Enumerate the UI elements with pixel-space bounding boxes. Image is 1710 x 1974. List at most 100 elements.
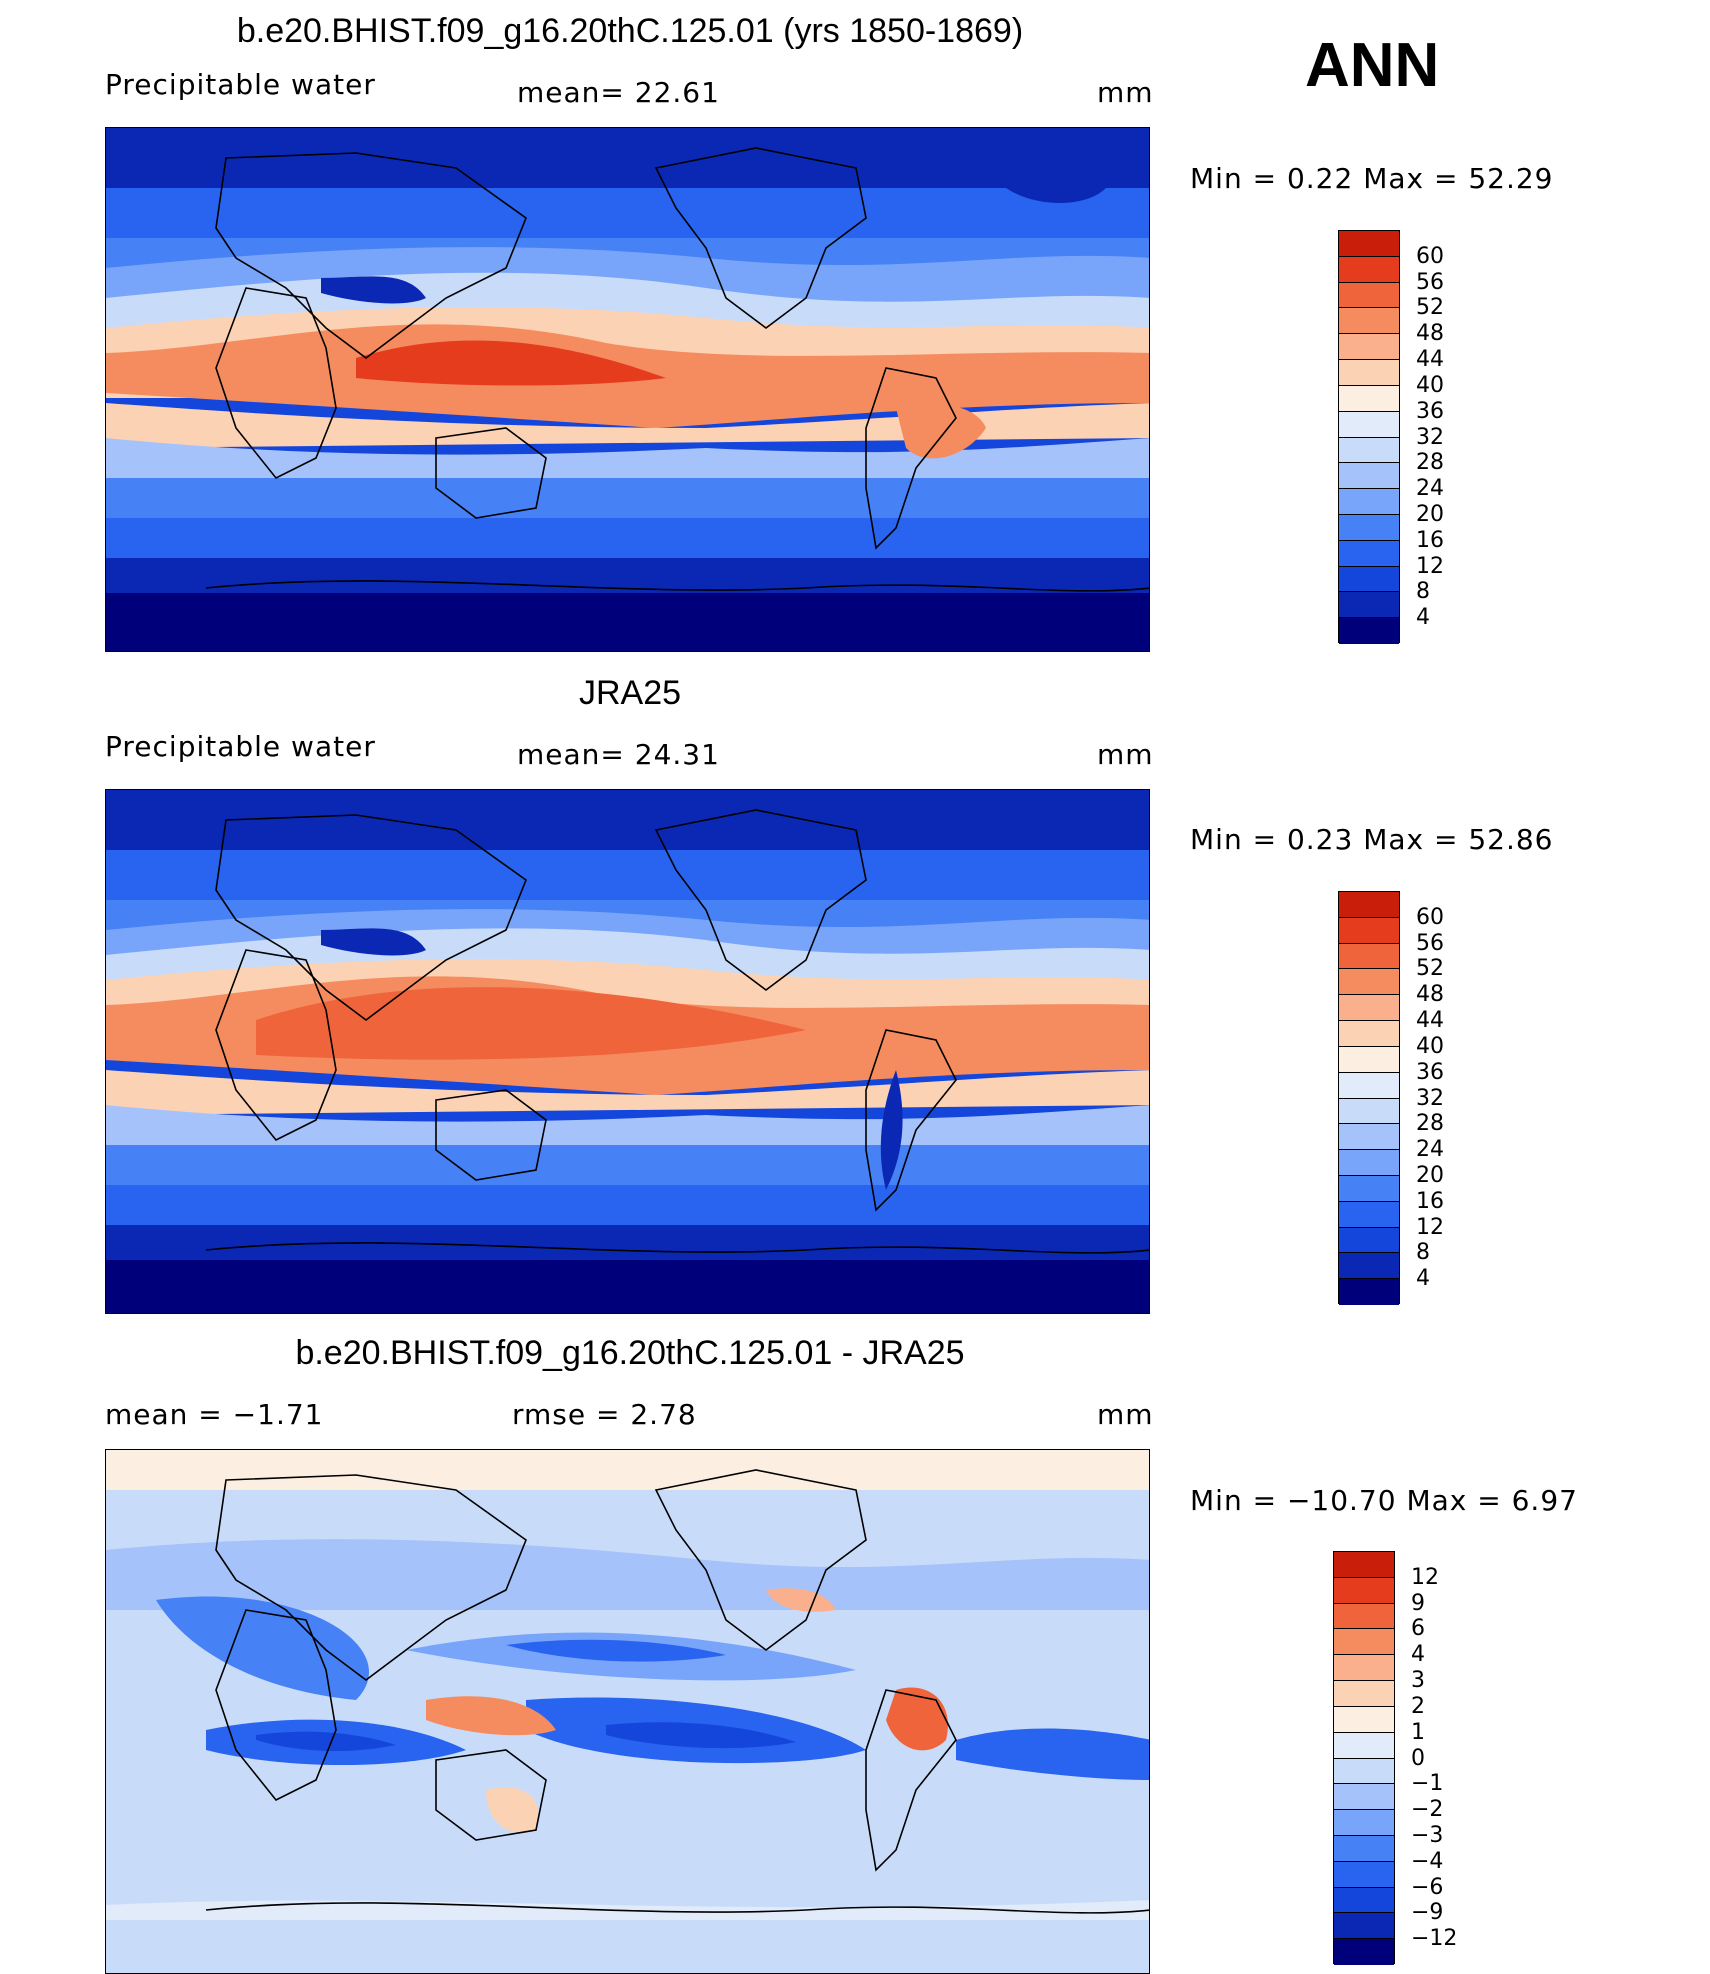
colorbar-swatch <box>1339 1150 1399 1176</box>
colorbar-tick-label: 60 <box>1416 904 1444 930</box>
panel2-field-label: Precipitable water <box>105 730 376 763</box>
colorbar-swatch <box>1334 1706 1394 1733</box>
colorbar-swatch <box>1339 1175 1399 1202</box>
colorbar-tick-label: −12 <box>1411 1926 1458 1952</box>
panel3-mean-label: mean = −1.71 <box>105 1398 324 1431</box>
panel1-map <box>105 127 1150 652</box>
colorbar-swatch <box>1339 514 1399 541</box>
colorbar-swatch <box>1334 1629 1394 1656</box>
colorbar-swatch <box>1334 1810 1394 1836</box>
colorbar-swatch <box>1334 1913 1394 1940</box>
colorbar-tick-label: 48 <box>1416 321 1444 347</box>
colorbar-swatch <box>1334 1681 1394 1707</box>
colorbar-swatch <box>1334 1552 1394 1578</box>
colorbar-swatch <box>1334 1835 1394 1862</box>
colorbar-tick-label: 40 <box>1416 1033 1444 1059</box>
colorbar-tick-label: −4 <box>1411 1848 1444 1874</box>
colorbar-tick-label: 20 <box>1416 501 1444 527</box>
panel3-units: mm <box>1097 1398 1154 1431</box>
colorbar-tick-label: 12 <box>1416 1214 1444 1240</box>
panel2-title: JRA25 <box>578 674 682 712</box>
colorbar-swatch <box>1339 943 1399 970</box>
colorbar-swatch <box>1339 411 1399 438</box>
colorbar-tick-label: 9 <box>1411 1590 1425 1616</box>
colorbar-swatch <box>1339 540 1399 567</box>
colorbar-swatch <box>1339 1021 1399 1047</box>
colorbar-tick-label: 52 <box>1416 956 1444 982</box>
colorbar-swatch <box>1339 1227 1399 1254</box>
colorbar-tick-label: −1 <box>1411 1771 1444 1797</box>
colorbar-swatch <box>1339 995 1399 1022</box>
colorbar-tick-label: 28 <box>1416 1111 1444 1137</box>
panel2-map <box>105 789 1150 1314</box>
colorbar-tick-label: 36 <box>1416 398 1444 424</box>
panel1-units: mm <box>1097 76 1154 109</box>
panel1-colorbar-box <box>1338 230 1400 644</box>
panel1-title: b.e20.BHIST.f09_g16.20thC.125.01 (yrs 18… <box>236 12 1024 50</box>
colorbar-tick-label: 56 <box>1416 269 1444 295</box>
colorbar-tick-label: −6 <box>1411 1874 1444 1900</box>
colorbar-swatch <box>1334 1603 1394 1630</box>
panel1-field-label: Precipitable water <box>105 68 376 101</box>
colorbar-swatch <box>1339 892 1399 918</box>
panel2-mean-label: mean= 24.31 <box>517 738 720 771</box>
colorbar-tick-label: 12 <box>1411 1564 1439 1590</box>
colorbar-tick-label: 1 <box>1411 1719 1425 1745</box>
colorbar-tick-label: 44 <box>1416 1008 1444 1034</box>
colorbar-swatch <box>1339 463 1399 490</box>
colorbar-tick-label: 4 <box>1411 1642 1425 1668</box>
colorbar-swatch <box>1334 1758 1394 1785</box>
colorbar-tick-label: 8 <box>1416 1240 1430 1266</box>
colorbar-swatch <box>1339 566 1399 593</box>
colorbar-swatch <box>1339 1098 1399 1125</box>
season-label: ANN <box>1305 31 1440 100</box>
colorbar-swatch <box>1339 308 1399 335</box>
colorbar-swatch <box>1334 1887 1394 1914</box>
colorbar-tick-label: 36 <box>1416 1059 1444 1085</box>
colorbar-tick-label: 16 <box>1416 527 1444 553</box>
colorbar-tick-label: 28 <box>1416 450 1444 476</box>
colorbar-tick-label: 0 <box>1411 1745 1425 1771</box>
panel1-mean-label: mean= 22.61 <box>517 76 720 109</box>
colorbar-tick-label: 3 <box>1411 1668 1425 1694</box>
colorbar-tick-label: 24 <box>1416 476 1444 502</box>
colorbar-tick-label: 16 <box>1416 1188 1444 1214</box>
colorbar-tick-label: 4 <box>1416 605 1430 631</box>
colorbar-swatch <box>1339 592 1399 619</box>
colorbar-swatch <box>1339 1124 1399 1151</box>
colorbar-tick-label: 24 <box>1416 1137 1444 1163</box>
colorbar-swatch <box>1339 334 1399 361</box>
colorbar-tick-label: 60 <box>1416 243 1444 269</box>
colorbar-tick-label: 6 <box>1411 1616 1425 1642</box>
colorbar-tick-label: 40 <box>1416 372 1444 398</box>
colorbar-tick-label: 44 <box>1416 347 1444 373</box>
panel2-colorbar-box <box>1338 891 1400 1305</box>
colorbar-swatch <box>1334 1861 1394 1888</box>
colorbar-tick-label: 2 <box>1411 1693 1425 1719</box>
colorbar-swatch <box>1339 231 1399 257</box>
panel3-title: b.e20.BHIST.f09_g16.20thC.125.01 - JRA25 <box>295 1334 965 1372</box>
panel3-minmax: Min = −10.70 Max = 6.97 <box>1190 1484 1578 1517</box>
colorbar-swatch <box>1339 256 1399 283</box>
panel2-minmax: Min = 0.23 Max = 52.86 <box>1190 823 1554 856</box>
colorbar-tick-label: 48 <box>1416 982 1444 1008</box>
colorbar-swatch <box>1339 1046 1399 1073</box>
colorbar-tick-label: −3 <box>1411 1822 1444 1848</box>
colorbar-swatch <box>1334 1939 1394 1965</box>
colorbar-swatch <box>1339 489 1399 515</box>
colorbar-tick-label: −9 <box>1411 1900 1444 1926</box>
colorbar-tick-label: 12 <box>1416 553 1444 579</box>
colorbar-swatch <box>1339 969 1399 996</box>
colorbar-tick-label: 8 <box>1416 579 1430 605</box>
colorbar-swatch <box>1334 1577 1394 1604</box>
panel3-rmse-label: rmse = 2.78 <box>512 1398 697 1431</box>
colorbar-swatch <box>1339 1072 1399 1099</box>
colorbar-swatch <box>1334 1655 1394 1682</box>
colorbar-tick-label: 32 <box>1416 1085 1444 1111</box>
colorbar-swatch <box>1339 1253 1399 1280</box>
colorbar-tick-label: 4 <box>1416 1266 1430 1292</box>
colorbar-tick-label: 32 <box>1416 424 1444 450</box>
colorbar-swatch <box>1339 917 1399 944</box>
panel3-colorbar-box <box>1333 1551 1395 1965</box>
panel2-units: mm <box>1097 738 1154 771</box>
